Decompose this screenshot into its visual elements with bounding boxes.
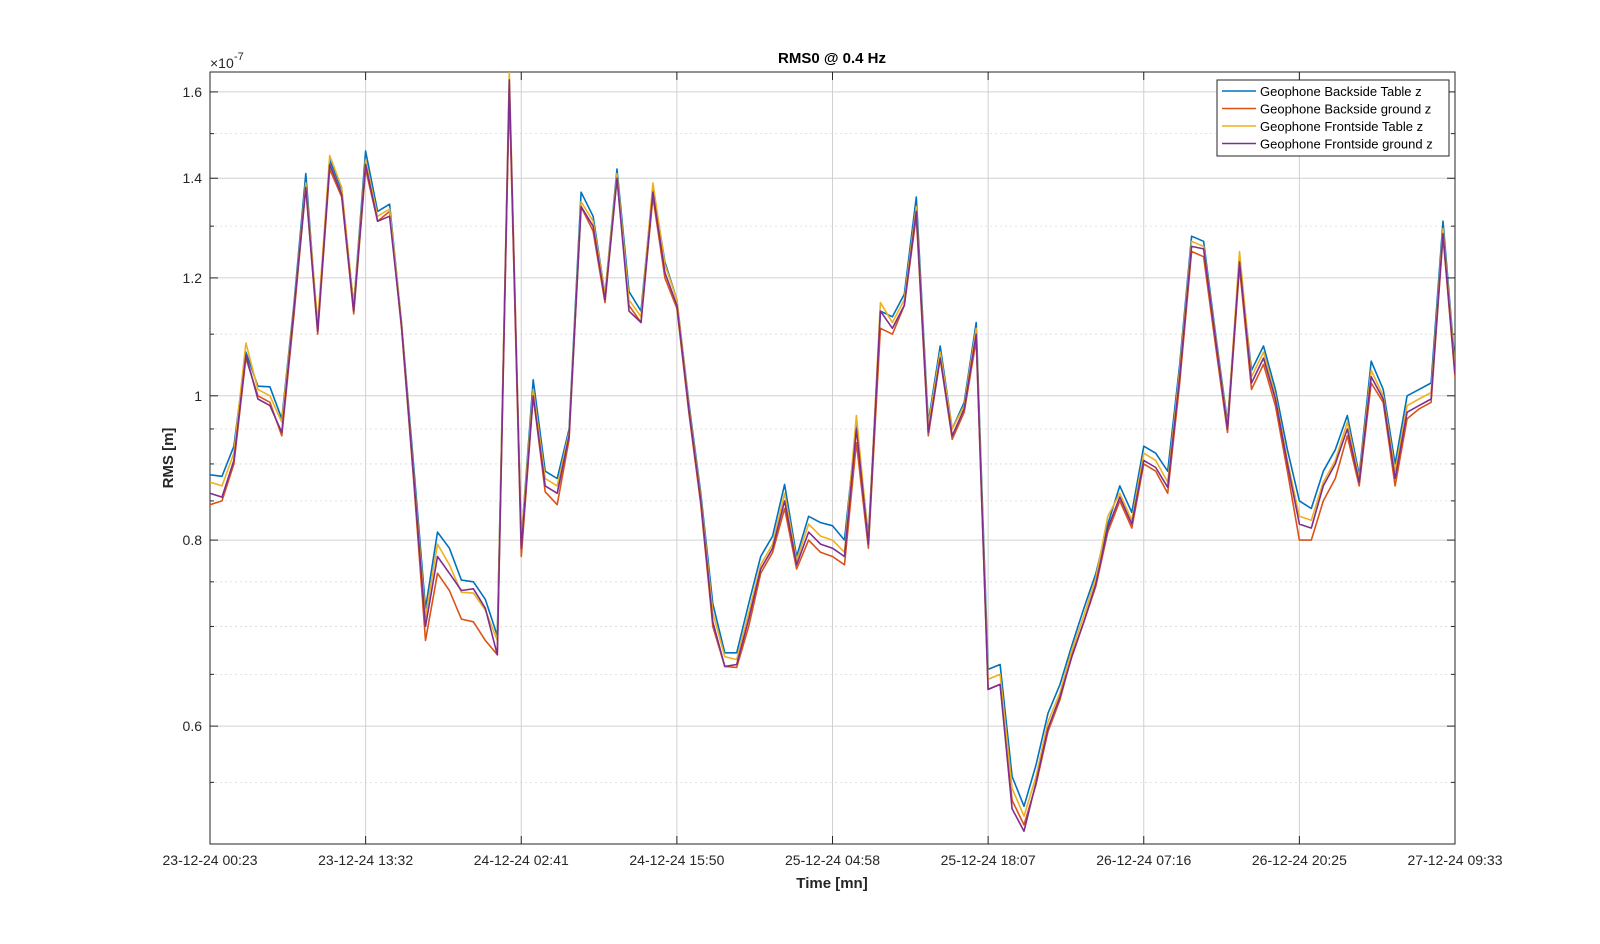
y-tick-label: 1.6 [183,84,203,100]
y-tick-label: 1 [194,388,202,404]
y-axis-label: RMS [m] [160,428,177,489]
grid [209,72,1456,845]
legend-label: Geophone Frontside ground z [1260,137,1433,152]
legend-label: Geophone Frontside Table z [1260,119,1423,134]
x-tick-label: 23-12-24 00:23 [163,852,258,868]
x-tick-label: 24-12-24 02:41 [474,852,569,868]
x-tick-label: 26-12-24 07:16 [1096,852,1191,868]
series-line-1 [210,83,1455,808]
x-axis-label: Time [mn] [796,875,867,892]
series-layer [210,72,1455,833]
chart-title: RMS0 @ 0.4 Hz [778,50,886,67]
series-line-4 [210,79,1455,833]
y-exponent-base: ×10 [210,55,234,71]
x-tick-label: 24-12-24 15:50 [629,852,724,868]
y-tick-label: 0.6 [183,718,203,734]
y-tick-label: 1.2 [183,270,203,286]
x-tick-label: 23-12-24 13:32 [318,852,413,868]
legend-items: Geophone Backside Table z Geophone Backsi… [1222,84,1433,152]
y-tick-label: 1.4 [183,170,203,186]
x-axis-ticks: 23-12-24 00:23 23-12-24 13:32 24-12-24 02:… [163,72,1503,868]
x-tick-label: 25-12-24 18:07 [941,852,1036,868]
series-line-3 [210,72,1455,818]
legend-label: Geophone Backside Table z [1260,84,1422,99]
y-tick-label: 0.8 [183,532,203,548]
legend-label: Geophone Backside ground z [1260,102,1431,117]
x-tick-label: 26-12-24 20:25 [1252,852,1347,868]
y-exponent-power: -7 [234,51,244,63]
x-tick-label: 25-12-24 04:58 [785,852,880,868]
legend[interactable]: Geophone Backside Table z Geophone Backsi… [1216,79,1450,157]
series-line-2 [210,91,1455,826]
y-exponent-label: ×10 -7 [210,51,244,71]
y-axis-ticks: 0.6 0.8 1 1.2 1.4 1.6 [183,84,1455,734]
x-tick-label: 27-12-24 09:33 [1408,852,1503,868]
